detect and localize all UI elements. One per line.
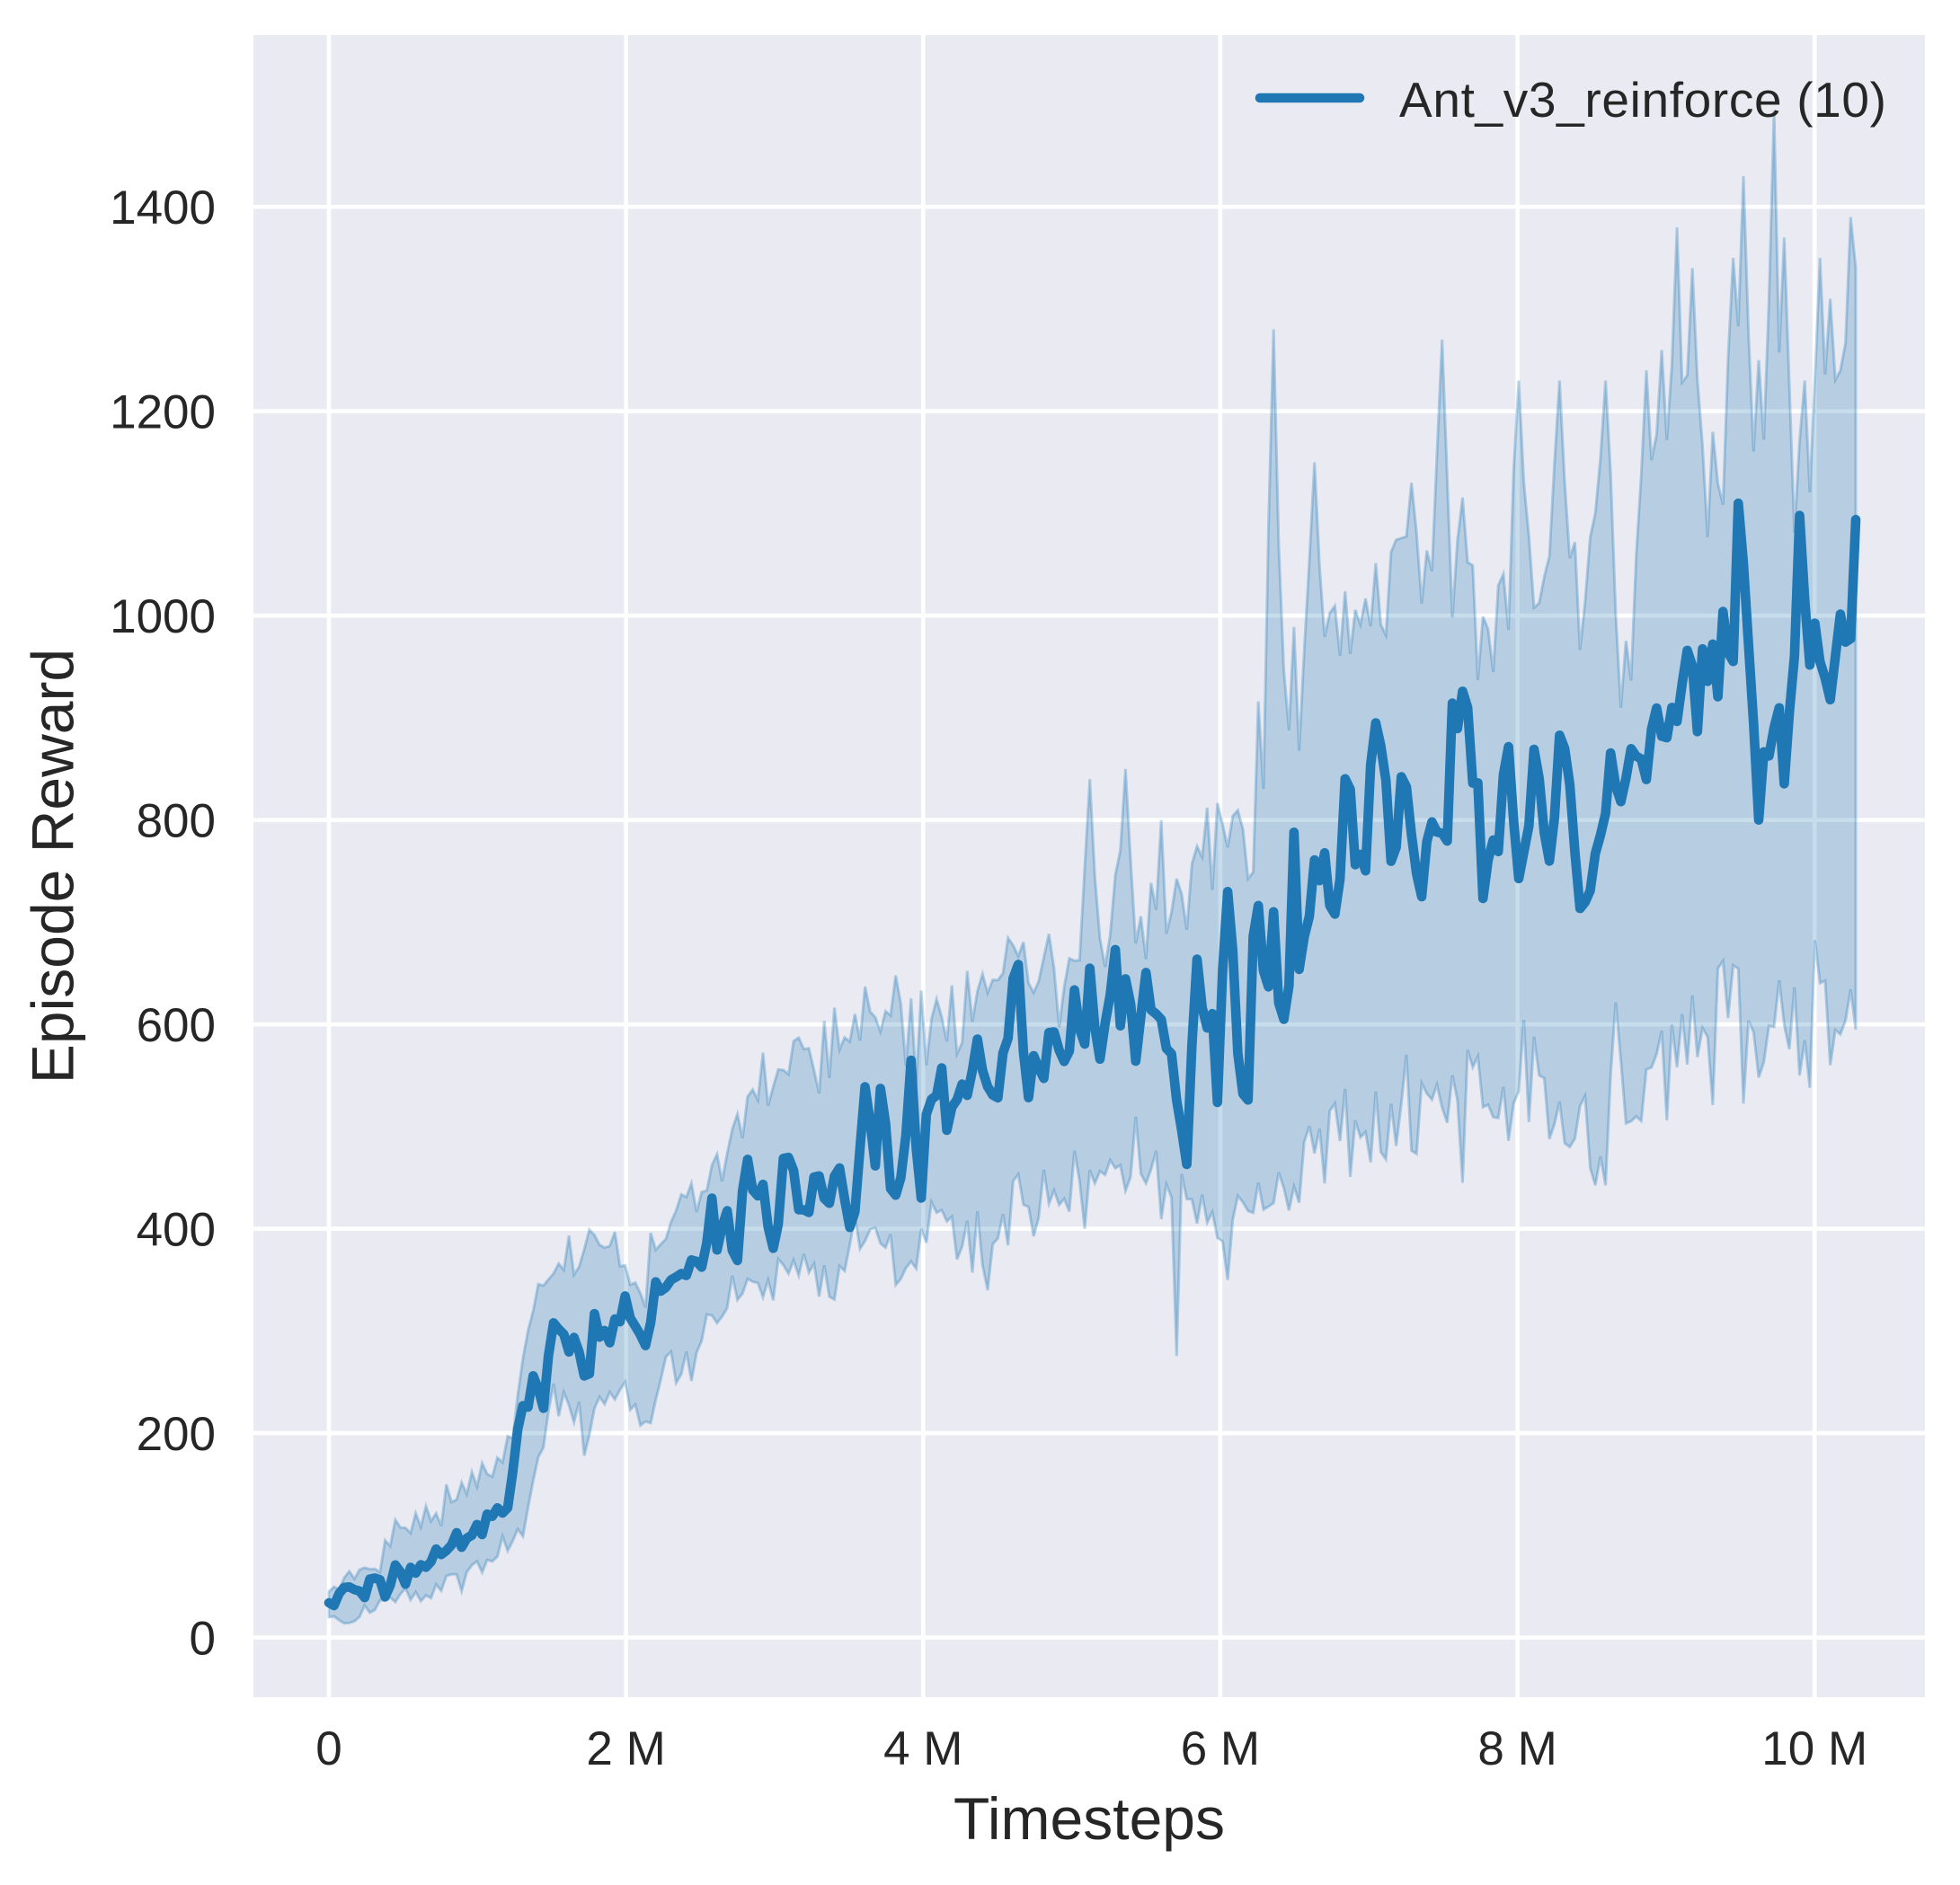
svg-text:200: 200 <box>137 1408 216 1461</box>
svg-text:1400: 1400 <box>110 181 216 235</box>
svg-text:2 M: 2 M <box>586 1722 665 1775</box>
svg-text:4 M: 4 M <box>883 1722 962 1775</box>
svg-text:0: 0 <box>190 1613 216 1666</box>
svg-text:6 M: 6 M <box>1181 1722 1260 1775</box>
svg-text:800: 800 <box>137 795 216 848</box>
svg-text:600: 600 <box>137 999 216 1052</box>
svg-text:1200: 1200 <box>110 386 216 439</box>
svg-text:Episode Reward: Episode Reward <box>20 649 86 1084</box>
svg-text:0: 0 <box>315 1722 341 1775</box>
svg-text:Timesteps: Timesteps <box>953 1785 1225 1852</box>
svg-text:400: 400 <box>137 1204 216 1257</box>
svg-text:Ant_v3_reinforce (10): Ant_v3_reinforce (10) <box>1399 72 1886 128</box>
svg-text:10 M: 10 M <box>1761 1722 1867 1775</box>
svg-text:8 M: 8 M <box>1477 1722 1556 1775</box>
svg-text:1000: 1000 <box>110 590 216 643</box>
